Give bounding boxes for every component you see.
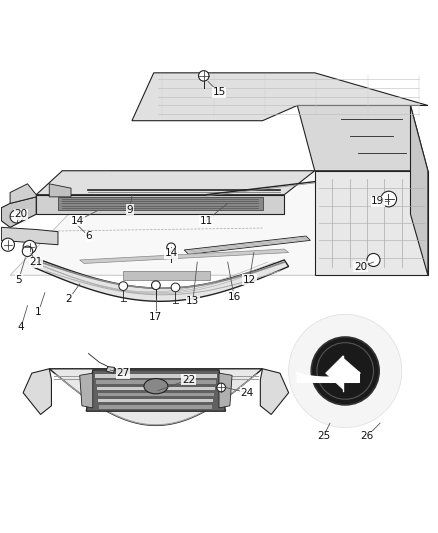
Text: 15: 15 <box>212 87 226 98</box>
Circle shape <box>171 283 180 292</box>
Circle shape <box>217 383 226 392</box>
Text: 12: 12 <box>243 274 256 285</box>
Polygon shape <box>98 393 214 396</box>
Text: 27: 27 <box>117 368 130 378</box>
Polygon shape <box>184 236 311 254</box>
Text: 11: 11 <box>199 216 212 226</box>
Circle shape <box>119 282 127 290</box>
Text: 6: 6 <box>85 231 92 241</box>
Text: 16: 16 <box>228 292 241 302</box>
Text: 24: 24 <box>240 387 254 398</box>
Polygon shape <box>49 369 262 425</box>
Polygon shape <box>325 356 343 389</box>
Polygon shape <box>123 271 210 279</box>
Text: 17: 17 <box>149 312 162 321</box>
Polygon shape <box>132 73 428 120</box>
Polygon shape <box>23 369 51 415</box>
Polygon shape <box>97 386 215 390</box>
Circle shape <box>381 191 396 207</box>
Text: 19: 19 <box>371 196 385 206</box>
Text: 4: 4 <box>18 322 24 333</box>
Circle shape <box>167 243 176 252</box>
Text: 26: 26 <box>360 431 374 441</box>
Circle shape <box>367 254 380 266</box>
Polygon shape <box>219 373 232 408</box>
Text: 9: 9 <box>127 205 133 215</box>
Polygon shape <box>49 184 71 197</box>
Polygon shape <box>99 399 213 402</box>
Polygon shape <box>99 405 212 408</box>
Text: 13: 13 <box>186 296 200 306</box>
Polygon shape <box>86 370 226 411</box>
Circle shape <box>311 337 379 405</box>
Circle shape <box>289 314 402 427</box>
Polygon shape <box>260 369 289 415</box>
Polygon shape <box>80 249 289 263</box>
Polygon shape <box>1 197 36 228</box>
Text: 2: 2 <box>66 294 72 304</box>
Text: 14: 14 <box>71 216 84 226</box>
Text: 1: 1 <box>35 307 42 317</box>
Text: 22: 22 <box>182 375 195 385</box>
Ellipse shape <box>144 378 168 394</box>
Polygon shape <box>95 374 217 378</box>
Text: 20: 20 <box>14 209 28 219</box>
Text: 20: 20 <box>354 262 367 271</box>
Circle shape <box>198 71 209 81</box>
Circle shape <box>1 238 14 251</box>
Text: 5: 5 <box>15 274 22 285</box>
Polygon shape <box>10 171 428 275</box>
Text: 14: 14 <box>165 248 178 259</box>
Polygon shape <box>36 171 315 195</box>
Circle shape <box>152 281 160 289</box>
Circle shape <box>10 210 23 223</box>
Polygon shape <box>58 197 262 210</box>
Circle shape <box>22 246 33 256</box>
Polygon shape <box>32 260 289 301</box>
Polygon shape <box>10 184 36 204</box>
Polygon shape <box>96 381 216 384</box>
Polygon shape <box>343 358 360 382</box>
Polygon shape <box>297 106 428 171</box>
Polygon shape <box>80 373 93 408</box>
Polygon shape <box>410 106 428 275</box>
Polygon shape <box>315 171 428 275</box>
Circle shape <box>23 240 36 254</box>
Polygon shape <box>36 195 284 214</box>
Polygon shape <box>106 367 115 373</box>
Polygon shape <box>1 228 58 245</box>
Text: 25: 25 <box>317 431 330 441</box>
Text: 21: 21 <box>30 257 43 267</box>
